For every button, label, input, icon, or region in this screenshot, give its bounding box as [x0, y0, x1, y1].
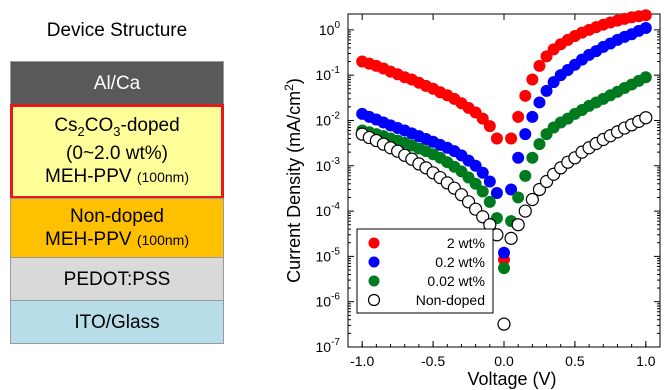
data-point [519, 89, 532, 102]
data-point [526, 151, 539, 164]
x-axis-label: Voltage (V) [467, 369, 556, 389]
data-point [476, 166, 489, 179]
data-point [526, 73, 539, 86]
layer-pedot-pss: PEDOT:PSS [10, 257, 224, 301]
device-structure-title: Device Structure [46, 20, 188, 41]
data-point [476, 185, 489, 198]
data-point [490, 187, 503, 200]
data-point [512, 151, 525, 164]
layer-pedot-label: PEDOT:PSS [63, 268, 171, 290]
layer-al-ca-label: Al/Ca [93, 72, 141, 94]
legend: 2 wt% 0.2 wt% 0.02 wt% Non-doped [356, 228, 494, 314]
data-point [490, 132, 503, 145]
layer-cs2co3-doped: Cs2CO3-doped (0~2.0 wt%) MEH-PPV (100nm) [10, 104, 224, 199]
layer-doped-line2: (0~2.0 wt%) [66, 143, 168, 165]
data-point [469, 177, 482, 190]
data-point [540, 84, 553, 97]
data-point [519, 128, 532, 141]
x-tick-label: -1.0 [350, 353, 374, 369]
data-point [483, 120, 496, 133]
y-axis: 10-7 10-6 10-5 10-4 10-3 10-2 10-1 100 [316, 20, 660, 355]
x-tick-label: -0.5 [421, 353, 445, 369]
data-point [533, 138, 546, 151]
data-point [512, 110, 525, 123]
y-tick-label: 10-1 [316, 65, 341, 83]
layer-ito-glass: ITO/Glass [10, 300, 224, 344]
data-point [639, 111, 653, 125]
legend-label: Non-doped [416, 292, 485, 308]
series-0 [356, 9, 652, 266]
x-axis: -1.0 -0.5 0.0 0.5 1.0 [350, 14, 656, 369]
data-point [505, 183, 518, 196]
series-3 [355, 111, 653, 331]
data-point [498, 246, 510, 259]
legend-marker [368, 275, 380, 287]
data-point [533, 96, 546, 109]
data-point [483, 195, 496, 208]
legend-label: 0.2 wt% [435, 254, 485, 270]
legend-marker [368, 237, 380, 249]
series-1 [356, 21, 652, 259]
layer-ito-label: ITO/Glass [74, 311, 160, 333]
layer-doped-line1: Cs2CO3-doped [54, 114, 180, 139]
series-2 [356, 71, 652, 275]
data-point [519, 169, 532, 182]
legend-label: 2 wt% [447, 235, 485, 251]
y-tick-label: 10-5 [316, 246, 341, 264]
data-point [483, 175, 496, 188]
layer-doped-line3: MEH-PPV (100nm) [45, 166, 189, 188]
data-point [639, 71, 652, 84]
x-tick-label: 1.0 [636, 353, 656, 369]
legend-marker [368, 256, 380, 268]
data-point [526, 110, 539, 123]
legend-label: 0.02 wt% [427, 273, 485, 289]
data-point [497, 317, 511, 331]
y-tick-label: 10-3 [316, 156, 341, 174]
data-point [518, 204, 532, 218]
data-point [533, 59, 546, 72]
series-layer [355, 9, 653, 331]
data-point [476, 112, 489, 125]
data-point [639, 9, 652, 22]
y-axis-label: Current Density (mA/cm2) [282, 78, 304, 283]
data-point [639, 21, 652, 34]
y-tick-label: 10-2 [316, 110, 341, 128]
data-point [504, 231, 518, 245]
y-tick-label: 10-4 [316, 201, 341, 219]
layer-nondoped-line1: Non-doped [69, 205, 165, 227]
data-point [505, 132, 518, 145]
x-tick-label: 0.5 [565, 353, 585, 369]
y-tick-label: 10-7 [316, 337, 341, 355]
y-tick-label: 10-6 [316, 292, 341, 310]
y-tick-label: 100 [319, 20, 341, 38]
x-tick-label: 0.0 [494, 353, 514, 369]
layer-nondoped-line2: MEH-PPV (100nm) [45, 228, 189, 250]
data-point [525, 192, 539, 207]
device-structure: Device Structure Al/Ca Cs2CO3-doped (0~2… [0, 0, 240, 390]
legend-marker [367, 293, 381, 307]
data-point [498, 262, 510, 275]
data-point [511, 218, 525, 232]
data-point [512, 191, 525, 204]
layer-non-doped-meh-ppv: Non-doped MEH-PPV (100nm) [10, 198, 224, 258]
